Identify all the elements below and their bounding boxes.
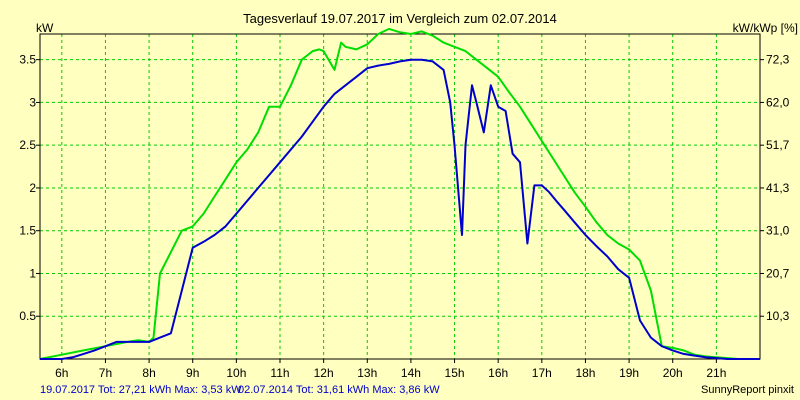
x-tick-label: 19h	[619, 366, 639, 380]
grid	[40, 34, 760, 359]
y-tick-label-right: 41,3	[766, 181, 790, 195]
y-tick-label-right: 62,0	[766, 95, 790, 109]
y-tick-label-left: 0.5	[19, 309, 36, 323]
y-tick-label-left: 3.5	[19, 53, 36, 67]
y-tick-label-left: 2.5	[19, 138, 36, 152]
plot-frame	[39, 33, 761, 360]
series-group	[39, 27, 760, 360]
chart-title: Tagesverlauf 19.07.2017 im Vergleich zum…	[243, 11, 557, 26]
x-tick-label: 17h	[532, 366, 552, 380]
series-line-2014	[39, 27, 760, 360]
footer-series2-info: 02.07.2014 Tot: 31,61 kWh Max: 3,86 kW	[238, 384, 440, 396]
y-tick-label-right: 72,3	[766, 53, 790, 67]
x-tick-label: 13h	[357, 366, 377, 380]
x-tick-label: 12h	[314, 366, 334, 380]
x-tick-label: 10h	[226, 366, 246, 380]
y-tick-label-left: 1.5	[19, 224, 36, 238]
y-tick-label-left: 1	[29, 266, 36, 280]
x-tick-label: 8h	[142, 366, 155, 380]
y-tick-label-right: 51,7	[766, 138, 790, 152]
x-tick-label: 7h	[99, 366, 112, 380]
axis-ticks: 6h 7h 8h 9h 10h 11h 12h 13h 14h 15h 16h 17h 18h 19h 20…	[19, 53, 789, 380]
footer-credit: SunnyReport pinxit	[701, 384, 794, 396]
y-tick-label-right: 10,3	[766, 309, 790, 323]
x-tick-label: 20h	[663, 366, 683, 380]
y-axis-right-label: kW/kWp [%]	[733, 21, 798, 35]
y-tick-label-right: 20,7	[766, 266, 790, 280]
x-tick-label: 9h	[186, 366, 199, 380]
x-tick-label: 21h	[706, 366, 726, 380]
y-tick-label-left: 3	[29, 95, 36, 109]
series-line-2017	[40, 58, 760, 360]
x-tick-label: 16h	[488, 366, 508, 380]
y-tick-label-right: 31,0	[766, 224, 790, 238]
x-tick-label: 6h	[55, 366, 68, 380]
x-tick-label: 11h	[270, 366, 289, 380]
y-axis-left-label: kW	[36, 21, 54, 35]
x-tick-label: 18h	[575, 366, 595, 380]
y-tick-label-left: 2	[29, 181, 36, 195]
x-tick-label: 15h	[445, 366, 465, 380]
x-tick-label: 14h	[401, 366, 421, 380]
footer-series1-info: 19.07.2017 Tot: 27,21 kWh Max: 3,53 kW	[40, 384, 242, 396]
